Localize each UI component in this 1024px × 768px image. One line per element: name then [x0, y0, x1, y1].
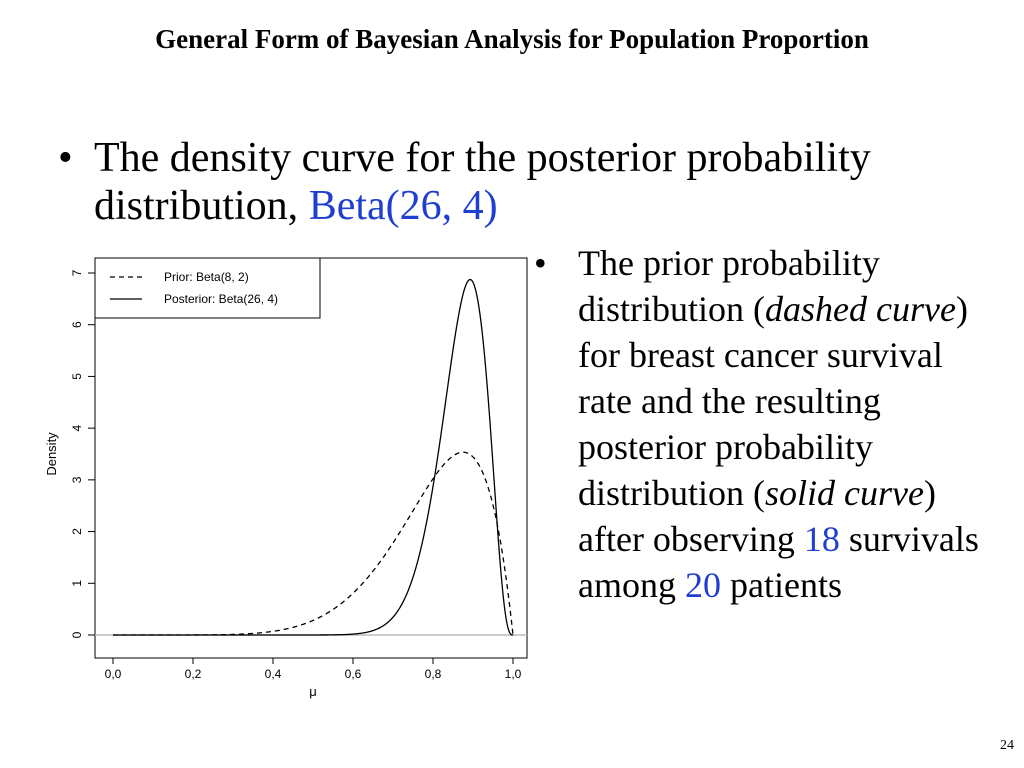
prior-density-line [113, 451, 514, 636]
x-tick-label: 0,8 [425, 667, 442, 681]
patients-count: 20 [684, 565, 721, 605]
x-tick-label: 0,6 [345, 667, 362, 681]
x-tick-label: 0,4 [265, 667, 282, 681]
posterior-distribution-label: Beta(26, 4) [308, 183, 498, 229]
x-axis-label: μ [309, 684, 317, 699]
survivals-count: 18 [803, 519, 840, 559]
legend-box [94, 257, 321, 319]
text-run: patients [720, 565, 842, 605]
y-tick-label: 6 [70, 321, 84, 328]
legend-label: Posterior: Beta(26, 4) [164, 292, 278, 306]
y-axis-label: Density [44, 432, 59, 476]
text-run: ) after observing [578, 473, 936, 559]
x-tick-label: 0,2 [185, 667, 202, 681]
bullet-posterior-body: The density curve for the posterior prob… [94, 135, 871, 229]
y-tick-label: 0 [70, 631, 84, 638]
y-tick-label: 7 [70, 269, 84, 276]
density-chart: 0 1 2 3 4 5 6 7 0,0 0,2 0,4 0,6 0,8 1,0 μ Density Prior:… [40, 250, 540, 710]
y-tick-label: 1 [70, 580, 84, 587]
legend-label: Prior: Beta(8, 2) [164, 270, 249, 284]
text-run: survivals among [578, 519, 979, 605]
slide-title: General Form of Bayesian Analysis for Po… [155, 24, 869, 54]
y-tick-label: 5 [70, 373, 84, 380]
y-tick-label: 3 [70, 476, 84, 483]
bullet-posterior-text: The density curve for the posterior prob… [94, 134, 958, 230]
bullet-prior-explanation: • The prior probability distribution (da… [534, 240, 994, 608]
x-tick-label: 1,0 [505, 667, 522, 681]
bullet-dot: • [534, 243, 547, 283]
posterior-density-line [113, 278, 514, 636]
x-tick-label: 0,0 [105, 667, 122, 681]
y-tick-label: 2 [70, 528, 84, 535]
y-tick-label: 4 [70, 424, 84, 431]
density-plot-svg: 0 1 2 3 4 5 6 7 0,0 0,2 0,4 0,6 0,8 1,0 μ Density Prior:… [44, 257, 528, 699]
dashed-curve-label: dashed curve [765, 289, 956, 329]
text-run: The prior probability distribution ( [578, 243, 880, 329]
text-run: ) for breast cancer survival rate and th… [578, 289, 968, 513]
bullet-dot: • [58, 135, 73, 181]
bullet-posterior: • The density curve for the posterior pr… [58, 134, 958, 230]
page-number: 24 [1000, 738, 1014, 753]
bullet-prior-explanation-text: The prior probability distribution (dash… [578, 240, 994, 608]
solid-curve-label: solid curve [765, 473, 924, 513]
